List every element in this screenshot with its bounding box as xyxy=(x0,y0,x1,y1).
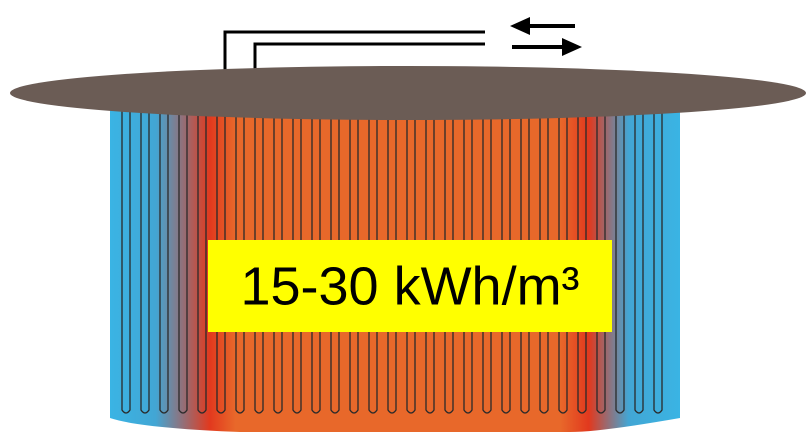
u-tube xyxy=(311,110,321,414)
u-tube xyxy=(140,110,150,414)
u-tube xyxy=(197,110,207,414)
u-tube xyxy=(577,110,587,414)
u-tube xyxy=(444,110,454,414)
u-tube xyxy=(330,110,340,414)
pipe-in xyxy=(253,42,485,75)
u-tube xyxy=(273,110,283,414)
u-tube xyxy=(254,110,264,414)
u-tube xyxy=(539,110,549,414)
pipes xyxy=(121,110,663,414)
label-box xyxy=(208,240,612,332)
u-tube xyxy=(615,110,625,414)
u-tube xyxy=(520,110,530,414)
u-tube xyxy=(634,110,644,414)
u-tube xyxy=(653,110,663,414)
u-tube xyxy=(216,110,226,414)
capacity-label: 15-30 kWh/m³ xyxy=(240,256,579,316)
u-tube xyxy=(349,110,359,414)
u-tube xyxy=(159,110,169,414)
u-tube xyxy=(425,110,435,414)
storage-lid xyxy=(10,66,806,120)
u-tube xyxy=(235,110,245,414)
u-tube xyxy=(178,110,188,414)
u-tube xyxy=(368,110,378,414)
u-tube xyxy=(482,110,492,414)
u-tube xyxy=(292,110,302,414)
flow-arrows xyxy=(510,17,582,56)
u-tube xyxy=(501,110,511,414)
u-tube xyxy=(121,110,131,414)
u-tube xyxy=(406,110,416,414)
u-tube xyxy=(558,110,568,414)
u-tube xyxy=(596,110,606,414)
pipe-out xyxy=(223,30,485,75)
u-tube xyxy=(463,110,473,414)
u-tube xyxy=(387,110,397,414)
